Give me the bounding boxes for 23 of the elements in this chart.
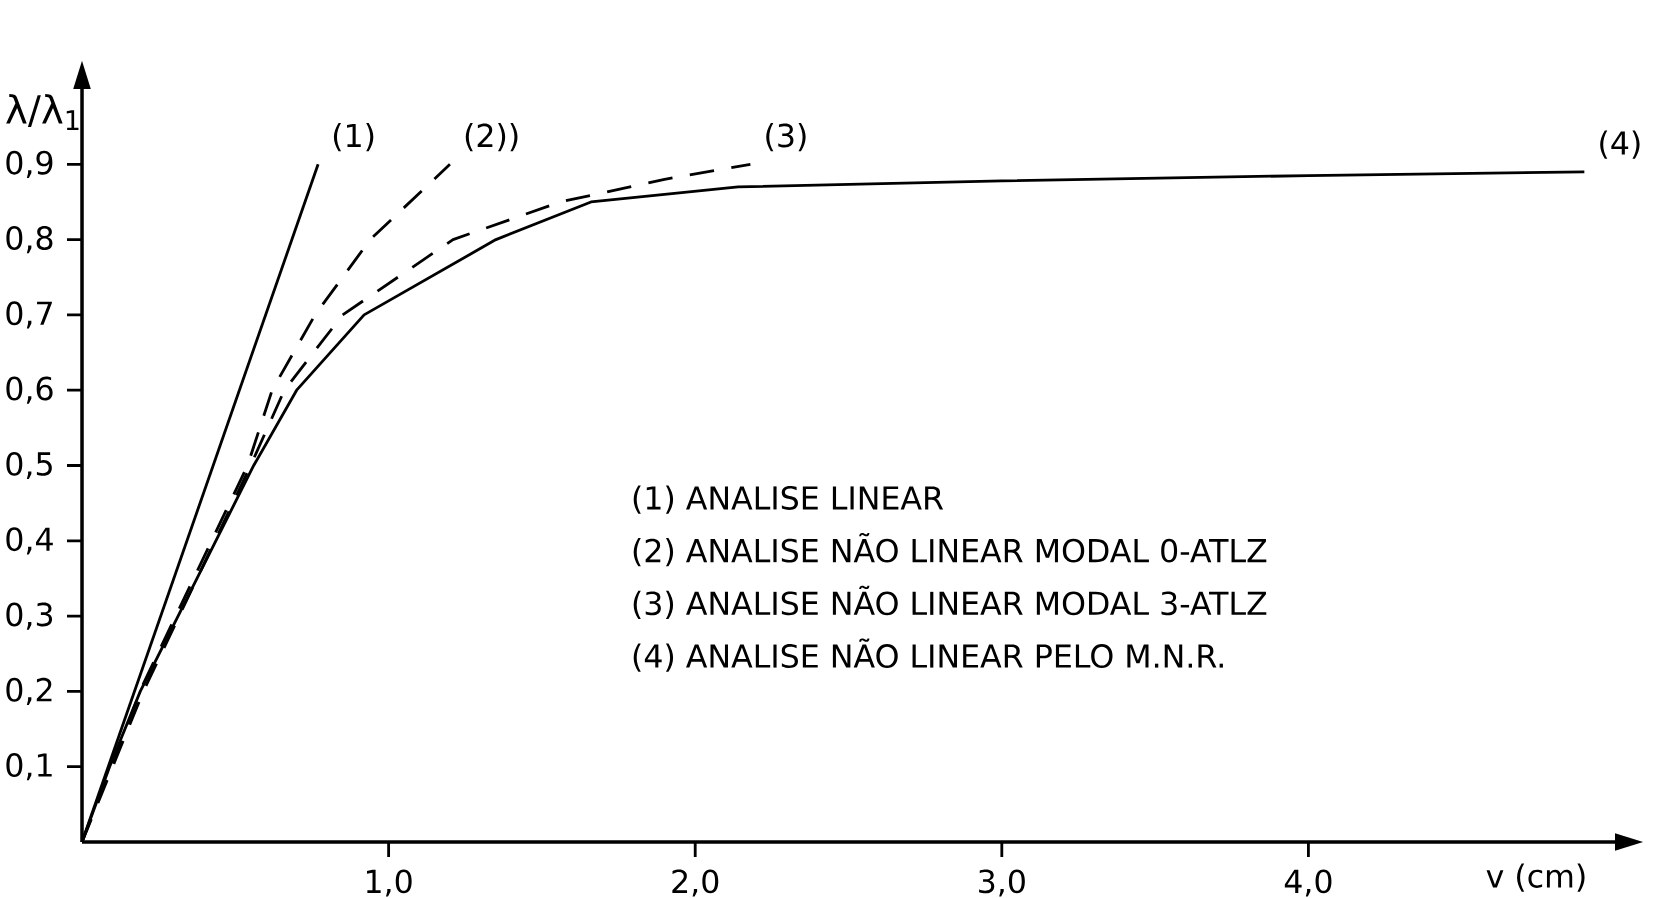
y-tick-label: 0,6 xyxy=(6,376,53,404)
x-tick-label: 2,0 xyxy=(672,869,719,897)
x-tick-label: 1,0 xyxy=(366,869,412,897)
y-tick-label: 0,1 xyxy=(6,753,52,781)
y-tick-label: 0,4 xyxy=(6,527,53,555)
series-label: (4) xyxy=(1600,130,1640,159)
series-label: (2)) xyxy=(465,122,518,152)
annotation: (2) ANALISE NÃO LINEAR MODAL 0-ATLZ xyxy=(633,533,1267,567)
y-tick-label: 0,5 xyxy=(6,451,52,480)
y-tick-label: 0,3 xyxy=(6,602,53,630)
y-axis-title: λ/λ$_{1}$ xyxy=(6,94,79,130)
annotation: (1) ANALISE LINEAR xyxy=(633,485,944,514)
y-tick-label: 0,8 xyxy=(6,226,53,254)
y-tick-label: 0,9 xyxy=(6,150,53,178)
x-tick-label: 4,0 xyxy=(1284,869,1332,897)
series-label: (3) xyxy=(766,122,806,152)
annotation: (3) ANALISE NÃO LINEAR MODAL 3-ATLZ xyxy=(633,585,1267,620)
series-label: (1) xyxy=(333,122,374,152)
y-tick-label: 0,7 xyxy=(6,301,52,329)
annotation: (4) ANALISE NÃO LINEAR PELO M.N.R. xyxy=(633,638,1223,672)
y-tick-label: 0,2 xyxy=(6,677,52,705)
x-tick-label: 3,0 xyxy=(979,869,1025,897)
x-axis-title: v (cm) xyxy=(1486,863,1585,892)
